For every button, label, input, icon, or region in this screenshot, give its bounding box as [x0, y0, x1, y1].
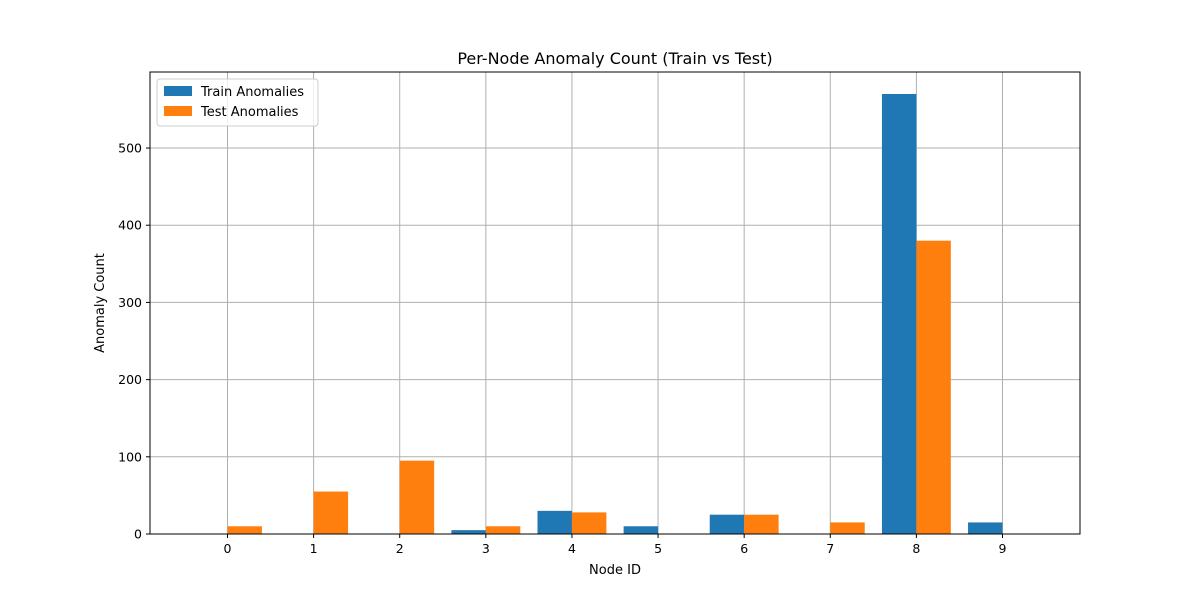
train-bar-node-9 — [968, 522, 1003, 534]
test-bar-node-4 — [571, 512, 607, 534]
legend-label-test: Test Anomalies — [200, 105, 299, 120]
train-bar-node-8 — [881, 94, 917, 534]
train-bar-node-6 — [709, 514, 745, 534]
x-axis-label: Node ID — [589, 563, 641, 578]
train-bar-node-3 — [451, 530, 486, 534]
axis-ticks: 0 1 2 3 4 5 6 7 8 9 0 100 200 300 400 500 — [118, 141, 1006, 556]
test-bar-node-8 — [916, 240, 951, 534]
bars — [227, 94, 1003, 534]
test-bar-node-1 — [313, 491, 349, 534]
test-bar-node-2 — [399, 460, 435, 534]
legend: Train Anomalies Test Anomalies — [156, 78, 319, 127]
chart-title: Per-Node Anomaly Count (Train vs Test) — [457, 49, 772, 68]
x-tick-label: 3 — [482, 541, 490, 556]
train-bar-node-4 — [537, 510, 572, 534]
x-tick-label: 5 — [654, 541, 662, 556]
plot-frame — [149, 71, 1081, 535]
y-tick-label: 400 — [118, 218, 142, 233]
legend-label-train: Train Anomalies — [200, 85, 304, 100]
x-tick-label: 0 — [224, 541, 232, 556]
x-tick-label: 9 — [999, 541, 1007, 556]
legend-box — [156, 78, 319, 127]
x-tick-label: 1 — [310, 541, 318, 556]
test-bar-node-6 — [744, 514, 779, 534]
legend-swatch-train — [164, 86, 192, 96]
train-bar-node-5 — [623, 526, 659, 534]
test-bar-node-0 — [227, 526, 262, 534]
y-tick-label: 200 — [118, 372, 142, 387]
x-tick-label: 6 — [740, 541, 748, 556]
y-axis-label: Anomaly Count — [93, 253, 108, 353]
test-bar-node-3 — [485, 526, 521, 534]
y-tick-label: 500 — [118, 141, 142, 156]
y-tick-label: 300 — [118, 295, 142, 310]
x-tick-label: 4 — [568, 541, 576, 556]
x-tick-label: 7 — [826, 541, 834, 556]
y-tick-label: 100 — [118, 449, 142, 464]
test-bar-node-7 — [830, 522, 865, 534]
x-tick-label: 2 — [396, 541, 404, 556]
x-tick-label: 8 — [912, 541, 920, 556]
legend-swatch-test — [164, 106, 192, 116]
y-tick-label: 0 — [134, 527, 142, 542]
